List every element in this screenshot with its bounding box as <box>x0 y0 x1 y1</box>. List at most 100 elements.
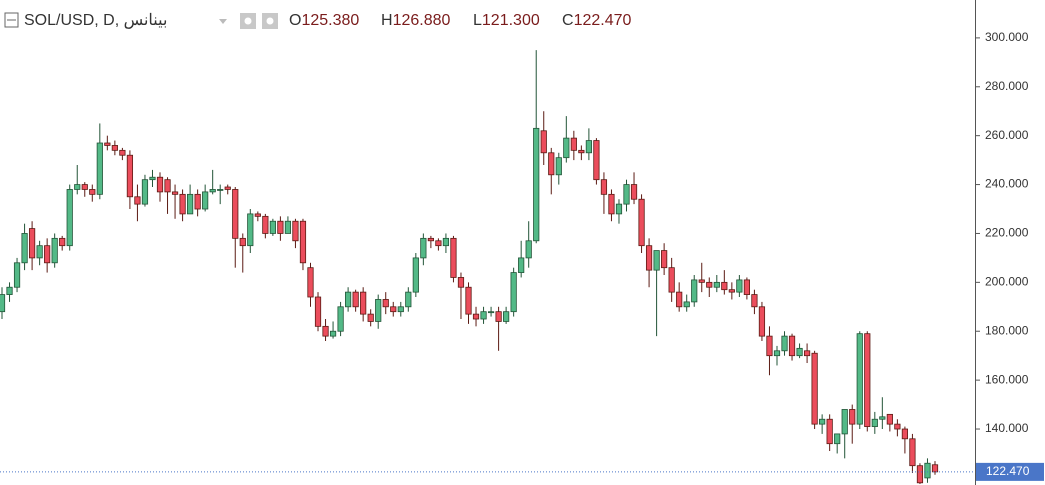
candle-body <box>570 137 577 151</box>
candle-body <box>141 179 149 205</box>
candle-body <box>916 465 924 484</box>
candle-body <box>503 311 510 322</box>
y-tick-label: 280.000 <box>985 79 1029 93</box>
ohlc-item: L121.300 <box>473 12 540 29</box>
candle-body <box>909 438 916 467</box>
candle-body <box>149 176 156 181</box>
candle-body <box>202 191 209 210</box>
candle-body <box>683 301 690 308</box>
candle-body <box>13 262 21 288</box>
candle-body <box>540 130 547 154</box>
candle-body <box>593 140 600 181</box>
candle-body <box>676 291 683 308</box>
candle-body <box>405 291 412 308</box>
candle-body <box>164 179 171 193</box>
candle-body <box>329 330 337 337</box>
ohlc-value: 122.470 <box>574 12 632 29</box>
candle-body <box>217 189 224 191</box>
candle-body <box>134 196 141 205</box>
candle-body <box>819 418 826 425</box>
candle-body <box>653 250 660 271</box>
symbol-title: SOL/USD, D, بينانس <box>24 12 167 29</box>
candle-body <box>269 220 276 234</box>
candle-body <box>119 149 126 156</box>
ohlc-label: L <box>473 12 482 29</box>
candle-body <box>352 291 359 308</box>
candle-body <box>247 213 254 247</box>
ohlc-value: 126.880 <box>393 12 451 29</box>
menu-icon[interactable] <box>4 12 19 28</box>
y-tick-label: 260.000 <box>985 128 1029 142</box>
candle-body <box>743 279 750 295</box>
last-price-label: 122.470 <box>986 464 1030 478</box>
candle-body <box>856 333 863 425</box>
candle-body <box>81 184 88 190</box>
candle-body <box>472 313 480 320</box>
candle-body <box>781 335 788 352</box>
candle-body <box>345 291 352 308</box>
candle-body <box>262 215 269 234</box>
candle-body <box>555 157 562 176</box>
candle-body <box>615 203 623 215</box>
candle-body <box>796 347 803 357</box>
candle-body <box>931 464 939 473</box>
candle-body <box>465 286 472 315</box>
candle-body <box>284 220 292 234</box>
candle-body <box>645 245 653 271</box>
candle-body <box>713 281 720 288</box>
plot-area <box>0 50 975 485</box>
ohlc-item: C122.470 <box>562 12 632 29</box>
candle-body <box>96 142 103 195</box>
y-tick-label: 240.000 <box>985 177 1029 191</box>
y-tick-label: 140.000 <box>985 421 1029 435</box>
candle-body <box>194 193 201 210</box>
candle-body <box>773 350 781 357</box>
candle-body <box>811 352 818 425</box>
candle-body <box>427 237 434 242</box>
candle-body <box>834 433 841 445</box>
header: SOL/USD, D, بينانس O125.380 H126.880 L121.… <box>4 12 632 29</box>
candle-body <box>630 184 638 200</box>
y-tick-label: 200.000 <box>985 275 1029 289</box>
candle-body <box>864 333 871 427</box>
candle-body <box>232 189 239 239</box>
candle-body <box>803 350 811 357</box>
price-axis: 140.000 160.000 180.000 200.000 220.000 240.0… <box>975 30 1044 481</box>
candle-body <box>435 240 442 247</box>
candle-body <box>548 152 555 176</box>
candle-body <box>412 257 419 293</box>
candle-body <box>28 228 36 259</box>
candle-body <box>495 311 502 322</box>
settings-icon-center <box>266 17 274 25</box>
candle-body <box>156 176 164 193</box>
dropdown-arrow[interactable] <box>219 19 227 24</box>
candle-body <box>608 193 615 215</box>
candle-body <box>721 281 728 291</box>
candle-body <box>6 286 13 295</box>
y-tick-label: 300.000 <box>985 30 1029 44</box>
candle-body <box>277 220 284 234</box>
candle-body <box>111 145 118 151</box>
candle-body <box>698 279 705 283</box>
candle-body <box>209 189 216 193</box>
candle-body <box>661 250 668 269</box>
candle-body <box>788 335 796 357</box>
candle-body <box>924 462 931 479</box>
ohlc-label: C <box>562 12 574 29</box>
candle-body <box>171 191 179 195</box>
candle-body <box>691 279 698 303</box>
candle-body <box>307 267 314 298</box>
candle-body <box>894 423 901 430</box>
candle-body <box>382 299 389 308</box>
candle-body <box>397 306 404 313</box>
candle-body <box>879 416 886 420</box>
candle-body <box>578 149 585 154</box>
candle-body <box>736 279 743 293</box>
candle-body <box>360 291 367 315</box>
candle-body <box>59 237 66 247</box>
candle-body <box>292 220 299 242</box>
candle-body <box>728 289 735 293</box>
candle-body <box>104 142 111 146</box>
